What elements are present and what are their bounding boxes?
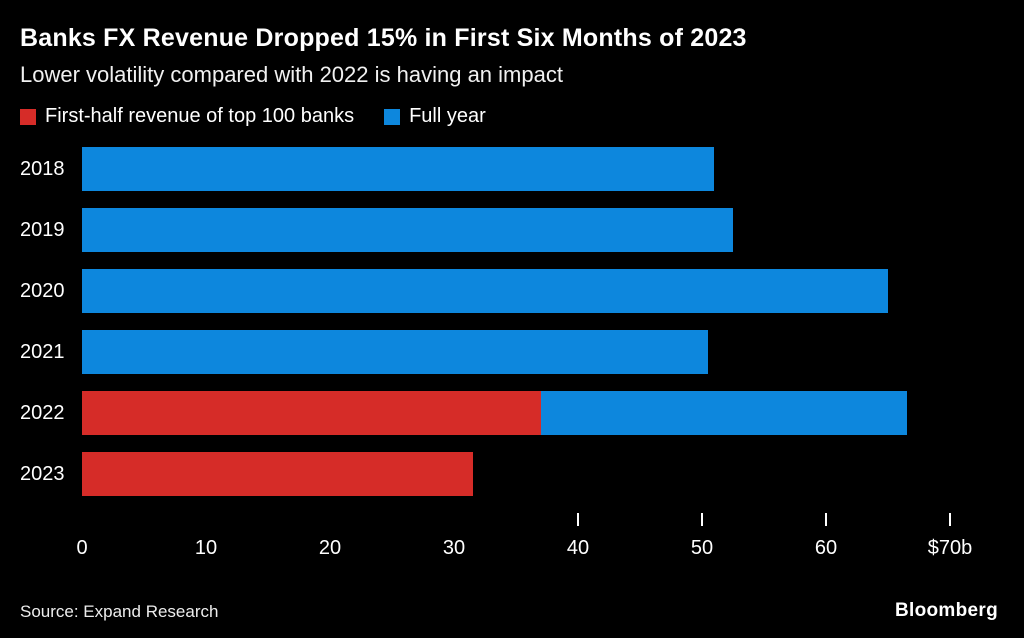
- chart-row-2018: 2018: [20, 147, 1024, 191]
- bar-first-half-2023: [82, 452, 473, 496]
- legend-item-first-half: First-half revenue of top 100 banks: [20, 105, 354, 128]
- bar-chart: 2018 2019 2020 2021 2022 2023: [20, 147, 1024, 496]
- bar-track-2022: [82, 391, 950, 435]
- axis-tick-60: [825, 513, 827, 526]
- chart-legend: First-half revenue of top 100 banks Full…: [20, 105, 1024, 128]
- bar-first-half-2022: [82, 391, 541, 435]
- legend-item-full-year: Full year: [384, 105, 486, 128]
- chart-row-2023: 2023: [20, 452, 1024, 496]
- x-axis-label-40: 40: [566, 537, 590, 559]
- legend-label-first-half: First-half revenue of top 100 banks: [45, 105, 355, 127]
- axis-tick-50: [701, 513, 703, 526]
- category-label-2021: 2021: [20, 340, 65, 363]
- source-text: Source: Expand Research: [20, 602, 219, 621]
- chart-row-2022: 2022: [20, 391, 1024, 435]
- category-label-2018: 2018: [20, 157, 65, 180]
- bar-full-year-2018: [82, 147, 715, 191]
- bar-full-year-2020: [82, 269, 888, 313]
- bar-full-year-2019: [82, 208, 733, 252]
- axis-tick-40: [576, 513, 579, 526]
- chart-row-2021: 2021: [20, 330, 1024, 374]
- chart-row-2020: 2020: [20, 269, 1024, 313]
- chart-row-2019: 2019: [20, 208, 1024, 252]
- category-label-2019: 2019: [20, 218, 65, 241]
- category-label-2022: 2022: [20, 401, 65, 424]
- axis-tick-70: [949, 513, 951, 526]
- x-axis-label-$70b: $70b: [927, 537, 973, 559]
- bar-full-year-2022: [540, 391, 907, 435]
- chart-footer: Source: Expand Research Bloomberg: [20, 600, 998, 622]
- bloomberg-logo: Bloomberg: [895, 600, 998, 621]
- category-label-2020: 2020: [20, 279, 65, 302]
- legend-label-full-year: Full year: [409, 105, 486, 127]
- bar-track-2019: [82, 208, 950, 252]
- legend-swatch-blue-icon: [384, 108, 401, 125]
- x-axis-label-0: 0: [76, 537, 88, 559]
- x-axis: 0 10 20 30 40 50 60 $70b: [76, 513, 972, 571]
- x-axis-label-30: 30: [442, 537, 466, 559]
- x-axis-label-10: 10: [194, 537, 218, 559]
- bar-track-2023: [82, 452, 950, 496]
- x-axis-label-60: 60: [814, 537, 838, 559]
- legend-swatch-red-icon: [20, 108, 36, 125]
- category-label-2023: 2023: [20, 462, 65, 485]
- bar-full-year-2021: [82, 330, 709, 374]
- x-axis-label-50: 50: [690, 537, 714, 559]
- x-axis-label-20: 20: [318, 537, 342, 559]
- chart-subtitle: Lower volatility compared with 2022 is h…: [20, 62, 563, 87]
- bar-track-2018: [82, 147, 950, 191]
- bar-track-2020: [82, 269, 950, 313]
- bar-track-2021: [82, 330, 950, 374]
- chart-title: Banks FX Revenue Dropped 15% in First Si…: [20, 24, 747, 52]
